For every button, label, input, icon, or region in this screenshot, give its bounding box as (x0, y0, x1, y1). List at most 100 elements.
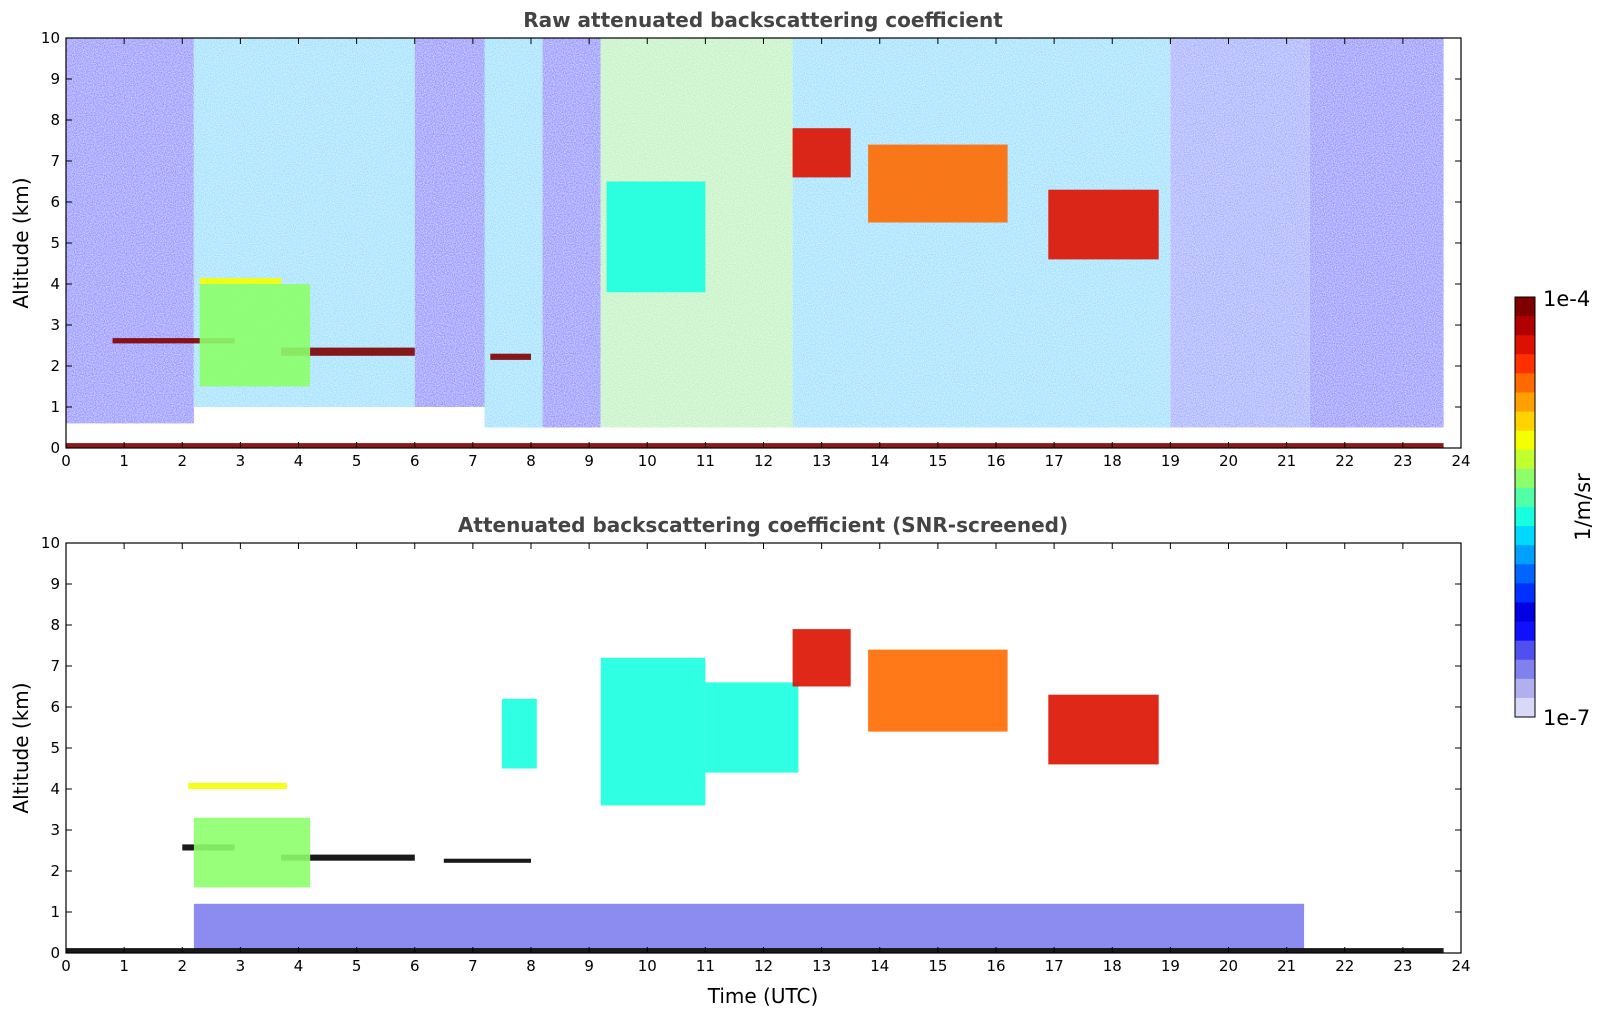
y-tick-label: 7 (50, 657, 60, 675)
colorbar-step (1515, 678, 1535, 699)
x-tick-label: 24 (1451, 957, 1470, 975)
heatmap-region-cirrus (600, 657, 706, 806)
colorbar-step (1515, 468, 1535, 489)
x-tick-label: 16 (986, 452, 1005, 470)
x-tick-label: 14 (870, 452, 889, 470)
colorbar-step (1515, 659, 1535, 680)
heatmap-noise (484, 38, 543, 428)
colorbar-step (1515, 354, 1535, 374)
y-tick-label: 0 (50, 944, 60, 962)
x-tick-label: 8 (526, 957, 536, 975)
heatmap-region-cirrus (1048, 694, 1159, 765)
x-tick-label: 3 (236, 957, 246, 975)
x-tick-label: 6 (410, 452, 420, 470)
heatmap-noise (542, 38, 601, 428)
x-tick-label: 7 (468, 452, 478, 470)
x-tick-label: 23 (1393, 957, 1412, 975)
x-tick-label: 0 (61, 957, 71, 975)
panel-raw-y-ticks: 0 1 2 3 4 5 6 7 8 9 10 (41, 29, 1461, 457)
heatmap-region-cirrus (868, 649, 1008, 732)
colorbar-frame (1514, 296, 1536, 718)
x-tick-label: 15 (928, 452, 947, 470)
colorbar-step (1515, 602, 1535, 623)
x-tick-label: 1 (119, 957, 129, 975)
panel-screened-x-ticks: 0 1 2 3 4 5 6 7 8 9 10 11 12 13 14 15 16 17 18 19 20 21 22 23 24 (61, 543, 1471, 975)
heatmap-region-virga (199, 284, 311, 387)
x-tick-label: 8 (526, 452, 536, 470)
y-tick-label: 1 (50, 903, 60, 921)
x-tick-label: 5 (352, 452, 362, 470)
raw-backscatter-heatmap (66, 38, 1444, 448)
colorbar-max-label: 1e-4 (1543, 287, 1590, 311)
x-tick-label: 4 (294, 452, 304, 470)
x-tick-label: 11 (696, 957, 715, 975)
heatmap-region-cirrus (606, 181, 706, 293)
x-tick-label: 18 (1103, 452, 1122, 470)
heatmap-region-cloud-layer (443, 858, 531, 863)
heatmap-region-surface-layer (66, 948, 1444, 953)
x-tick-label: 21 (1277, 452, 1296, 470)
y-tick-label: 10 (41, 29, 60, 47)
x-tick-label: 24 (1451, 452, 1470, 470)
x-tick-label: 22 (1335, 957, 1354, 975)
x-tick-label: 0 (61, 452, 71, 470)
heatmap-region-cloud-layer (188, 782, 287, 789)
x-tick-label: 3 (236, 452, 246, 470)
y-tick-label: 1 (50, 398, 60, 416)
heatmap-region-cirrus (501, 698, 537, 769)
y-tick-label: 4 (50, 275, 60, 293)
y-tick-label: 9 (50, 575, 60, 593)
colorbar-step (1515, 621, 1535, 642)
y-tick-label: 4 (50, 780, 60, 798)
x-tick-label: 19 (1161, 452, 1180, 470)
panel-raw-ylabel: Altitude (km) (9, 177, 33, 308)
x-tick-label: 13 (812, 452, 831, 470)
y-tick-label: 3 (50, 821, 60, 839)
colorbar-min-label: 1e-7 (1543, 706, 1590, 730)
panel-screened-ylabel: Altitude (km) (9, 682, 33, 813)
x-tick-label: 15 (928, 957, 947, 975)
colorbar-step (1515, 640, 1535, 661)
x-tick-label: 12 (754, 957, 773, 975)
y-tick-label: 10 (41, 534, 60, 552)
panel-screened-xlabel: Time (UTC) (707, 984, 819, 1008)
x-tick-label: 18 (1103, 957, 1122, 975)
heatmap-region-cirrus (868, 144, 1008, 223)
x-tick-label: 7 (468, 957, 478, 975)
x-tick-label: 14 (870, 957, 889, 975)
heatmap-noise (66, 38, 194, 424)
x-tick-label: 12 (754, 452, 773, 470)
x-tick-label: 17 (1045, 452, 1064, 470)
y-tick-label: 5 (50, 739, 60, 757)
x-tick-label: 17 (1045, 957, 1064, 975)
heatmap-region-boundary-layer (193, 903, 1305, 949)
heatmap-region-cloud-layer (199, 277, 282, 284)
y-tick-label: 6 (50, 698, 60, 716)
x-tick-label: 22 (1335, 452, 1354, 470)
y-tick-label: 2 (50, 357, 60, 375)
heatmap-region-cloud-layer (490, 353, 531, 360)
colorbar-step (1515, 297, 1535, 317)
x-tick-label: 4 (294, 957, 304, 975)
y-tick-label: 6 (50, 193, 60, 211)
screened-backscatter-heatmap (66, 629, 1444, 953)
colorbar-steps (1515, 297, 1535, 718)
panel-screened: Attenuated backscattering coefficient (S… (9, 513, 1471, 1008)
x-tick-label: 9 (584, 957, 594, 975)
colorbar-step (1515, 335, 1535, 355)
x-tick-label: 1 (119, 452, 129, 470)
colorbar-step (1515, 487, 1535, 508)
x-tick-label: 16 (986, 957, 1005, 975)
x-tick-label: 19 (1161, 957, 1180, 975)
colorbar-step (1515, 507, 1535, 527)
heatmap-noise (1170, 38, 1310, 428)
colorbar-step (1515, 697, 1535, 718)
y-tick-label: 3 (50, 316, 60, 334)
colorbar-step (1515, 316, 1535, 336)
heatmap-region-cirrus (792, 629, 851, 687)
x-tick-label: 23 (1393, 452, 1412, 470)
colorbar-step (1515, 373, 1535, 394)
colorbar-step (1515, 392, 1535, 413)
x-tick-label: 10 (638, 452, 657, 470)
colorbar-unit-label: 1/m/sr (1571, 473, 1595, 541)
